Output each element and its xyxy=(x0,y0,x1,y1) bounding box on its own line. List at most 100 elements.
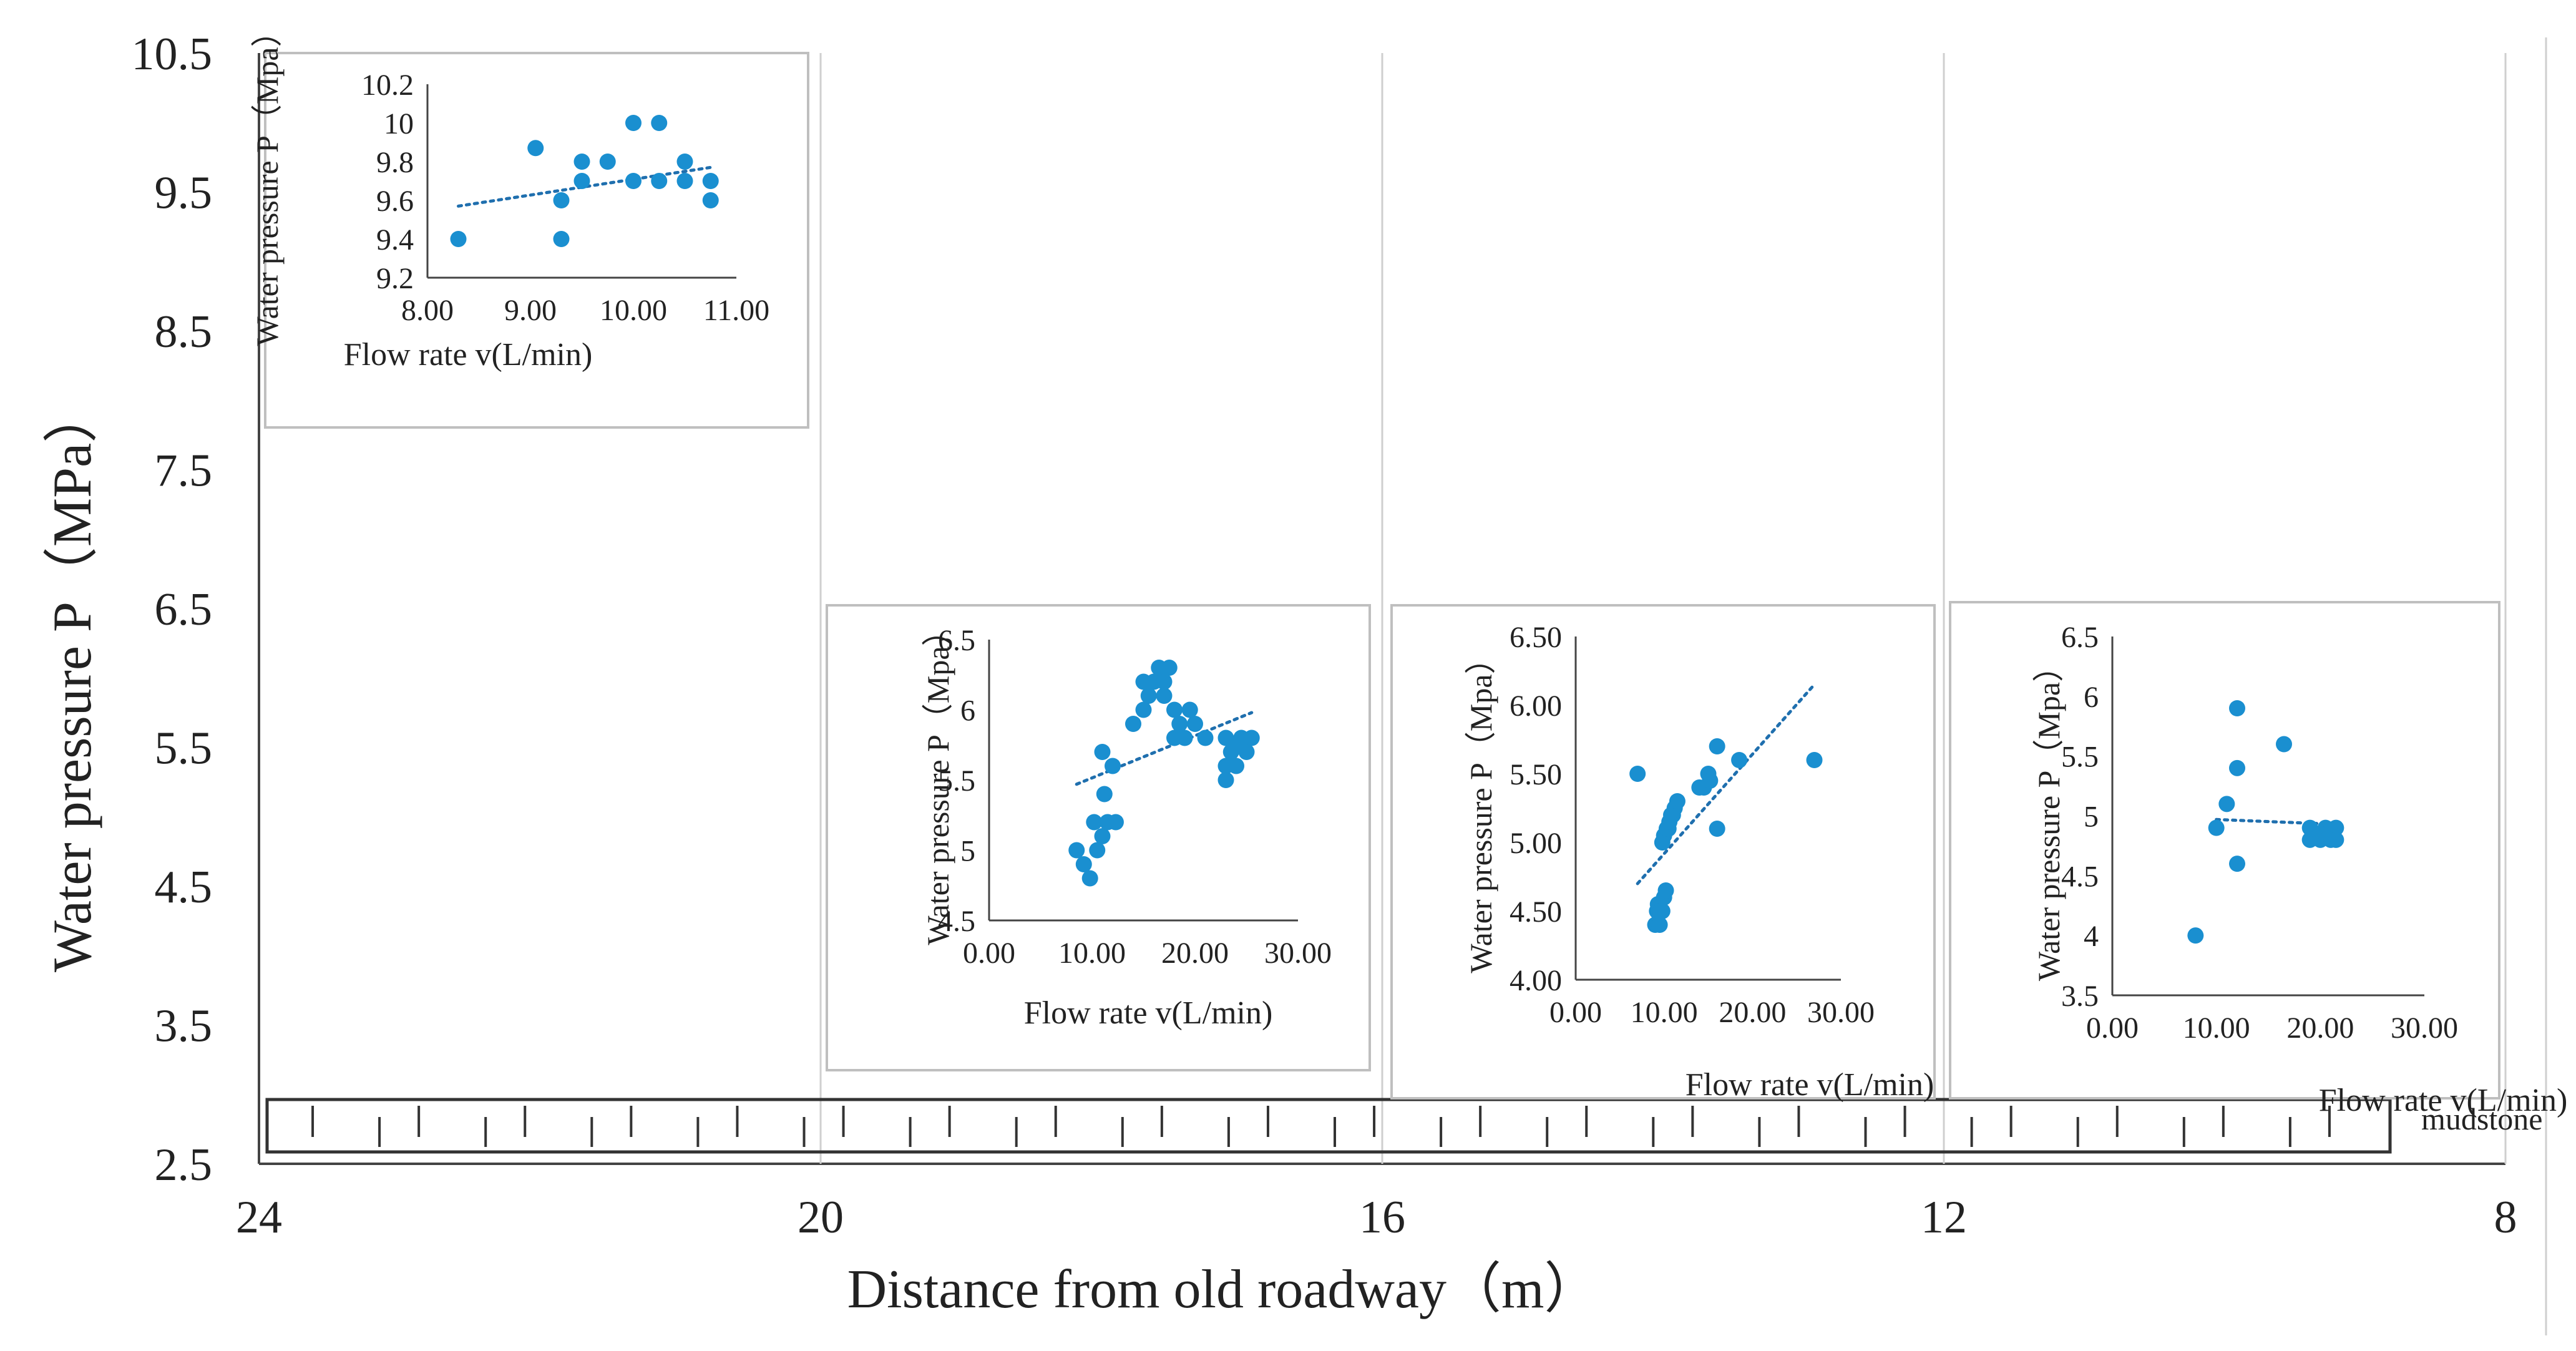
inset-data-point xyxy=(2218,796,2235,812)
main-y-tick-label: 6.5 xyxy=(155,584,213,635)
inset-y-tick-label: 6.5 xyxy=(938,624,975,657)
main-x-tick-label: 8 xyxy=(2494,1192,2517,1243)
main-x-tick-label: 24 xyxy=(236,1192,282,1243)
main-y-tick-label: 7.5 xyxy=(155,446,213,497)
inset-data-point xyxy=(1806,752,1823,768)
inset-y-axis-title: Water pressure P（Mpa） xyxy=(1463,643,1498,973)
mudstone-strata-bar xyxy=(265,1098,2392,1154)
inset-data-point xyxy=(651,173,668,189)
inset-chart-1: 10.2 10 9.8 9.6 9.4 9.28.00 9.00 10.00 11.00 Wate… xyxy=(250,16,809,429)
inset-data-point xyxy=(2328,819,2344,836)
inset-data-point xyxy=(1156,673,1173,690)
inset-data-point xyxy=(573,154,590,170)
main-x-axis-title: Distance from old roadway（m） xyxy=(847,1259,1599,1320)
inset-data-point xyxy=(553,231,570,247)
inset-data-point xyxy=(1105,758,1121,774)
inset-x-tick-label: 20.00 xyxy=(2286,1012,2354,1045)
main-y-tick-label: 9.5 xyxy=(155,168,213,219)
inset-y-tick-label: 4 xyxy=(2084,920,2099,953)
inset-x-tick-label: 10.00 xyxy=(1631,996,1698,1029)
inset-data-point xyxy=(527,140,544,157)
inset-data-point xyxy=(1094,744,1111,760)
inset-data-point xyxy=(676,154,693,170)
inset-data-point xyxy=(2208,819,2225,836)
inset-data-point xyxy=(1075,856,1092,872)
inset-x-tick-label: 10.00 xyxy=(600,294,667,327)
main-x-tick-label: 20 xyxy=(798,1192,844,1243)
inset-y-tick-label: 6 xyxy=(2084,681,2099,714)
inset-data-point xyxy=(1161,660,1178,676)
strata-rect xyxy=(265,1098,2392,1154)
inset-data-point xyxy=(1181,701,1198,718)
main-y-tick-labels: 10.5 9.5 8.5 7.5 6.5 5.5 4.5 3.5 2.5 xyxy=(132,29,213,1191)
inset-y-tick-label: 5 xyxy=(2084,801,2099,834)
inset-y-axis-title: Water pressure P（Mpa） xyxy=(920,615,955,945)
main-x-tick-labels: 24 20 16 12 8 xyxy=(236,1192,2517,1243)
inset-x-axis-title: Flow rate v(L/min) xyxy=(1024,995,1273,1031)
inset-data-point xyxy=(625,173,642,189)
inset-trendline xyxy=(1636,683,1816,885)
inset-x-tick-label: 0.00 xyxy=(1549,996,1602,1029)
inset-data-point xyxy=(1657,882,1674,899)
inset-trendline xyxy=(457,165,713,208)
inset-x-tick-label: 0.00 xyxy=(963,937,1015,970)
inset-data-point xyxy=(1068,842,1085,859)
inset-data-point xyxy=(2312,826,2329,842)
inset-data-point xyxy=(573,173,590,189)
inset-y-tick-label: 4.5 xyxy=(938,905,975,938)
inset-chart-3: 6.50 6.00 5.50 5.00 4.50 4.000.00 10.00 20.00 30… xyxy=(1390,604,1936,1103)
inset-y-tick-label: 4.5 xyxy=(2061,860,2099,893)
inset-data-point xyxy=(1731,752,1748,768)
main-y-tick-label: 3.5 xyxy=(155,1001,213,1052)
inset-chart-4: 6.5 6 5.5 5 4.5 4 3.50.00 10.00 20.00 30.00 Water … xyxy=(1949,601,2568,1118)
inset-x-tick-label: 9.00 xyxy=(504,294,557,327)
inset-x-axis-title: Flow rate v(L/min) xyxy=(2319,1083,2568,1118)
inset-frame xyxy=(264,52,809,429)
inset-data-point xyxy=(1086,814,1103,831)
inset-x-tick-label: 10.00 xyxy=(2183,1012,2250,1045)
inset-data-point xyxy=(1217,772,1234,788)
inset-x-tick-label: 30.00 xyxy=(1807,996,1875,1029)
inset-y-axis-title: Water pressure P（Mpa） xyxy=(250,16,285,346)
main-y-tick-label: 2.5 xyxy=(155,1139,213,1191)
inset-x-tick-label: 10.00 xyxy=(1058,937,1126,970)
inset-data-point xyxy=(1228,736,1244,753)
inset-data-point xyxy=(1243,729,1260,746)
inset-x-tick-label: 20.00 xyxy=(1719,996,1786,1029)
main-x-tick-label: 12 xyxy=(1921,1192,1967,1243)
inset-data-point xyxy=(1709,821,1725,837)
inset-data-point xyxy=(1187,716,1203,732)
inset-data-point xyxy=(676,173,693,189)
inset-data-point xyxy=(2229,700,2245,716)
inset-data-point xyxy=(1629,766,1646,782)
inset-y-tick-label: 10.2 xyxy=(361,69,414,102)
inset-y-tick-label: 5.5 xyxy=(2061,741,2099,774)
inset-frame xyxy=(1390,604,1936,1100)
inset-y-tick-label: 9.6 xyxy=(376,185,414,218)
inset-data-point xyxy=(702,173,719,189)
inset-data-point xyxy=(1228,758,1244,774)
inset-x-tick-label: 30.00 xyxy=(1264,937,1332,970)
inset-y-tick-label: 10 xyxy=(384,107,414,140)
main-y-tick-label: 10.5 xyxy=(132,29,213,80)
inset-frame xyxy=(1949,601,2500,1100)
inset-x-axis-title: Flow rate v(L/min) xyxy=(344,337,593,373)
inset-data-point xyxy=(1651,917,1668,933)
inset-data-point xyxy=(651,115,668,131)
inset-data-point xyxy=(625,115,642,131)
main-y-tick-label: 5.5 xyxy=(155,723,213,774)
inset-data-point xyxy=(2229,759,2245,776)
inset-data-point xyxy=(1140,688,1157,704)
inset-y-tick-label: 4.50 xyxy=(1510,895,1562,929)
strata-hatch-marks xyxy=(311,1106,2331,1147)
strata-label: mudstone xyxy=(2421,1101,2542,1136)
main-y-tick-label: 4.5 xyxy=(155,862,213,913)
inset-data-point xyxy=(1709,738,1725,754)
inset-y-tick-label: 5 xyxy=(960,835,975,868)
main-y-tick-label: 8.5 xyxy=(155,306,213,358)
inset-data-point xyxy=(1702,773,1719,789)
main-chart: 10.5 9.5 8.5 7.5 6.5 5.5 4.5 3.5 2.5 24 20 16 12 8 W… xyxy=(42,29,2547,1335)
inset-data-point xyxy=(1156,688,1173,704)
inset-data-point xyxy=(1652,903,1669,919)
inset-y-tick-label: 5.00 xyxy=(1510,827,1562,860)
